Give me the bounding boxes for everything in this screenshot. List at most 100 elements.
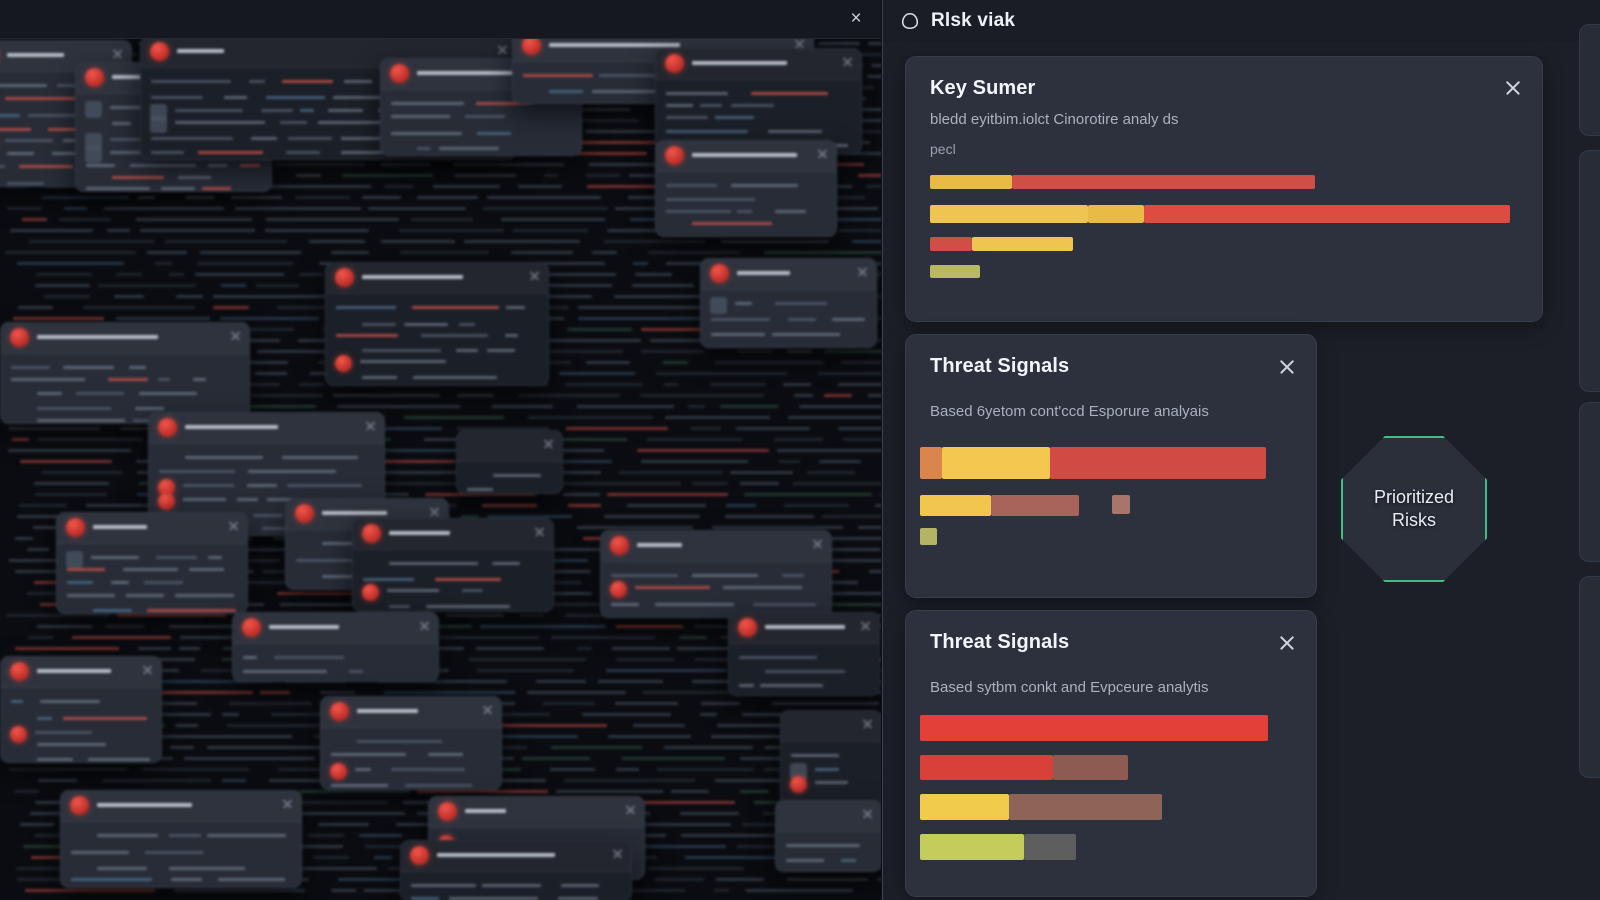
code-text-line — [641, 460, 749, 463]
floating-dialog-card[interactable] — [655, 140, 837, 237]
card-text-line — [751, 92, 829, 95]
close-icon[interactable] — [142, 664, 153, 675]
edge-card-3[interactable] — [1579, 402, 1600, 562]
close-icon[interactable] — [543, 438, 554, 449]
code-text-line — [499, 713, 551, 716]
card-text-line — [434, 578, 502, 582]
close-icon[interactable] — [1276, 356, 1298, 378]
card-text-line — [248, 80, 266, 83]
card-text-line — [207, 163, 227, 167]
card-text-line — [282, 80, 334, 83]
floating-dialog-card[interactable] — [0, 322, 250, 424]
card-text-line — [0, 128, 32, 132]
alert-avatar-icon — [10, 725, 27, 743]
floating-dialog-card[interactable] — [320, 696, 502, 790]
code-text-line — [547, 449, 605, 452]
code-text-line — [137, 647, 172, 650]
floating-dialog-card[interactable] — [325, 262, 549, 386]
close-icon[interactable] — [534, 526, 545, 537]
code-text-line — [627, 504, 707, 507]
risk-panel-header: Rlsk viak — [883, 0, 1600, 42]
floating-dialog-card[interactable] — [380, 58, 582, 156]
code-text-line — [254, 801, 388, 804]
close-icon[interactable] — [862, 808, 873, 819]
close-icon[interactable] — [862, 718, 873, 729]
threat-signals-card-1: Threat Signals Based 6yetom cont'ccd Esp… — [905, 334, 1317, 598]
edge-card-2[interactable] — [1579, 150, 1600, 392]
close-icon[interactable] — [419, 620, 430, 631]
code-text-line — [711, 735, 839, 738]
close-icon[interactable] — [365, 420, 376, 431]
floating-dialog-card[interactable] — [775, 800, 881, 872]
card-text-line — [296, 558, 385, 562]
code-text-line — [819, 460, 861, 463]
close-icon[interactable] — [429, 506, 440, 517]
code-text-line — [367, 207, 466, 210]
floating-dialog-card[interactable] — [56, 512, 248, 614]
close-icon[interactable] — [612, 848, 623, 859]
code-text-line — [296, 174, 321, 177]
close-icon[interactable] — [857, 266, 868, 277]
close-icon[interactable] — [497, 44, 508, 55]
code-text-line — [277, 592, 392, 595]
blurred-content-layer — [0, 0, 881, 900]
code-text-line — [700, 713, 718, 716]
code-text-line — [333, 394, 440, 397]
close-icon[interactable] — [1276, 632, 1298, 654]
card-text-line — [0, 84, 47, 87]
page-title: Rlsk viak — [931, 10, 1016, 31]
code-text-line — [467, 658, 586, 661]
code-text-line — [647, 251, 740, 254]
code-text-line — [491, 405, 554, 408]
edge-card-1[interactable] — [1579, 24, 1600, 136]
close-icon[interactable] — [482, 704, 493, 715]
floating-dialog-card[interactable] — [0, 656, 162, 763]
floating-dialog-card[interactable] — [655, 48, 862, 155]
code-text-line — [876, 878, 881, 881]
close-icon[interactable] — [529, 270, 540, 281]
floating-dialog-card[interactable] — [400, 840, 632, 900]
close-icon[interactable] — [282, 798, 293, 809]
code-text-line — [559, 372, 636, 375]
prioritized-risks-hub[interactable]: Prioritized Risks — [1341, 436, 1487, 582]
card-text-line — [493, 474, 541, 477]
close-icon[interactable] — [812, 538, 823, 549]
close-icon[interactable] — [112, 48, 123, 59]
code-log-workspace: × — [0, 0, 881, 900]
edge-card-4[interactable] — [1579, 576, 1600, 778]
card-text-line — [170, 878, 202, 882]
card-text-line — [5, 97, 92, 101]
close-icon[interactable] — [860, 620, 871, 631]
floating-dialog-card[interactable] — [352, 518, 554, 612]
bar-segment — [920, 834, 1024, 860]
code-text-line — [810, 603, 881, 606]
close-icon[interactable] — [228, 520, 239, 531]
close-icon[interactable] — [625, 804, 636, 815]
code-text-line — [616, 768, 640, 771]
code-text-line — [400, 251, 489, 254]
close-icon[interactable] — [230, 330, 241, 341]
card-text-line — [112, 122, 132, 126]
card-text-line — [523, 74, 593, 77]
card-text-line — [412, 306, 500, 309]
code-text-line — [352, 471, 481, 474]
floating-dialog-card[interactable] — [60, 790, 302, 888]
close-icon[interactable]: × — [850, 8, 862, 29]
floating-dialog-card[interactable] — [600, 530, 832, 618]
floating-dialog-card[interactable] — [728, 612, 880, 696]
alert-avatar-icon — [330, 762, 347, 780]
card-text-line — [146, 608, 236, 612]
bar-segment — [1012, 175, 1315, 189]
card-text-line — [139, 391, 197, 395]
close-icon[interactable] — [817, 148, 828, 159]
floating-dialog-card[interactable] — [700, 258, 877, 348]
close-icon[interactable] — [842, 56, 853, 67]
floating-dialog-card[interactable] — [232, 612, 439, 682]
card-title-bar — [729, 613, 879, 644]
code-text-line — [693, 625, 759, 628]
close-icon[interactable] — [1502, 77, 1524, 99]
card-text-line — [692, 221, 773, 225]
code-text-line — [107, 229, 130, 232]
floating-dialog-card[interactable] — [456, 430, 563, 494]
card-title-bar — [353, 519, 553, 550]
